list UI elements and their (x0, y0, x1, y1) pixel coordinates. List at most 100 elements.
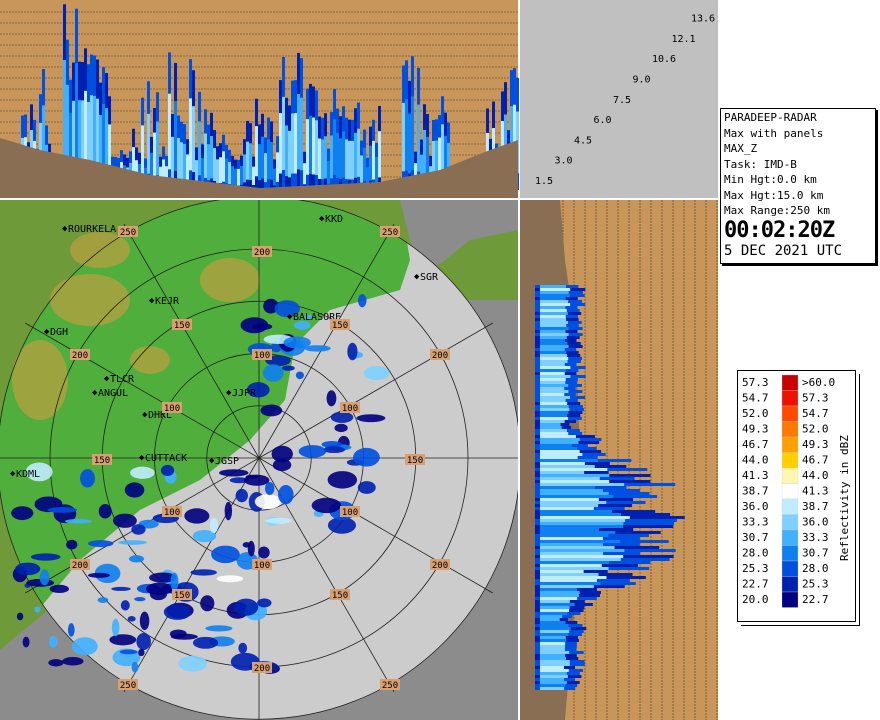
echo (67, 623, 75, 637)
range-label-bg (118, 226, 138, 237)
elevation-label: 6.0 (594, 115, 612, 126)
echo-core (540, 555, 624, 558)
echo-core (408, 113, 411, 174)
echo-core (435, 140, 438, 180)
legend-title: Reflectivity in dBZ (838, 435, 851, 561)
echo-core (540, 612, 568, 615)
echo-core (540, 294, 570, 297)
echo-core (540, 477, 600, 480)
legend-high: 44.0 (802, 469, 829, 482)
echo-core (540, 567, 609, 570)
echo-core (510, 106, 513, 173)
echo-core (540, 498, 599, 501)
echo-core (267, 139, 270, 180)
legend-swatch (781, 498, 799, 515)
legend-high: 38.7 (802, 500, 829, 513)
range-label-bg (70, 349, 90, 360)
echo-core (540, 324, 567, 327)
echo-core (540, 576, 607, 579)
echo-core (540, 687, 565, 690)
echo-core (540, 456, 578, 459)
legend-swatch (781, 514, 799, 531)
echo-core (81, 100, 84, 171)
legend-high: 41.3 (802, 485, 829, 498)
range-label: 200 (72, 351, 88, 361)
station-marker: ◆ (149, 296, 155, 306)
echo (304, 345, 331, 352)
echo-core (540, 642, 566, 645)
echo-core (540, 297, 566, 300)
echo-core (93, 95, 96, 170)
range-label: 100 (254, 351, 270, 361)
echo-core (171, 136, 174, 179)
echo-core (540, 543, 603, 546)
echo (311, 497, 342, 514)
echo-core (540, 291, 569, 294)
echo-core (540, 309, 567, 312)
elevation-panel (520, 0, 718, 198)
station-marker: ◆ (104, 374, 110, 384)
echo (131, 524, 146, 535)
map-layers: ◆ ROURKELA◆ KKD◆ SGR◆ KEJR◆ DGH◆ BALASORE◆ TLCR… (0, 200, 518, 720)
range-label: 150 (407, 456, 423, 466)
echo (353, 447, 380, 467)
echo-core (231, 166, 234, 185)
echo-core (246, 141, 249, 180)
echo-core (540, 474, 610, 477)
echo-core (186, 154, 189, 183)
echo (11, 506, 34, 521)
echo-core (540, 591, 580, 594)
echo-core (540, 489, 603, 492)
range-label-bg (330, 589, 350, 600)
echo-core (216, 159, 219, 184)
echo-core (306, 119, 309, 175)
echo-core (540, 318, 567, 321)
range-label: 200 (254, 664, 270, 674)
echo-core (540, 585, 594, 588)
echo-core (351, 140, 354, 180)
echo-core (207, 144, 210, 181)
echo-core (372, 140, 375, 180)
range-label: 200 (432, 351, 448, 361)
echo (229, 477, 249, 484)
echo-core (303, 163, 306, 185)
echo-core (540, 582, 601, 585)
echo-core (540, 483, 625, 486)
echo (245, 474, 259, 479)
echo-core (198, 121, 201, 176)
echo-core (270, 141, 273, 180)
range-label-bg (340, 402, 360, 413)
echo-core (540, 405, 569, 408)
echo (178, 655, 208, 672)
legend-low: 28.0 (742, 547, 769, 560)
echo-core (540, 303, 571, 306)
echo (258, 546, 270, 559)
legend-high: 28.0 (802, 562, 829, 575)
station-label: KKD (325, 214, 343, 225)
echo-core (165, 166, 168, 185)
echo-core (258, 144, 261, 181)
echo-core (540, 345, 569, 348)
echo-core (540, 564, 602, 567)
echo (278, 484, 294, 505)
echo (87, 540, 114, 548)
station-label: DGH (50, 327, 68, 338)
legend-high: 36.0 (802, 516, 829, 529)
echo (160, 464, 175, 476)
echo (66, 539, 78, 550)
echo (94, 563, 121, 584)
legend-high: 30.7 (802, 547, 829, 560)
echo-core (540, 327, 569, 330)
echo (347, 342, 358, 361)
station-label: JJPR (232, 388, 257, 399)
range-label: 250 (120, 228, 136, 238)
echo (192, 636, 219, 649)
echo-core (540, 465, 595, 468)
azimuth-spoke (258, 322, 494, 459)
echo (87, 572, 110, 578)
echo (254, 494, 281, 510)
range-label-bg (162, 402, 182, 413)
echo-core (540, 453, 583, 456)
echo-core (162, 159, 165, 184)
echo-core (540, 429, 567, 432)
